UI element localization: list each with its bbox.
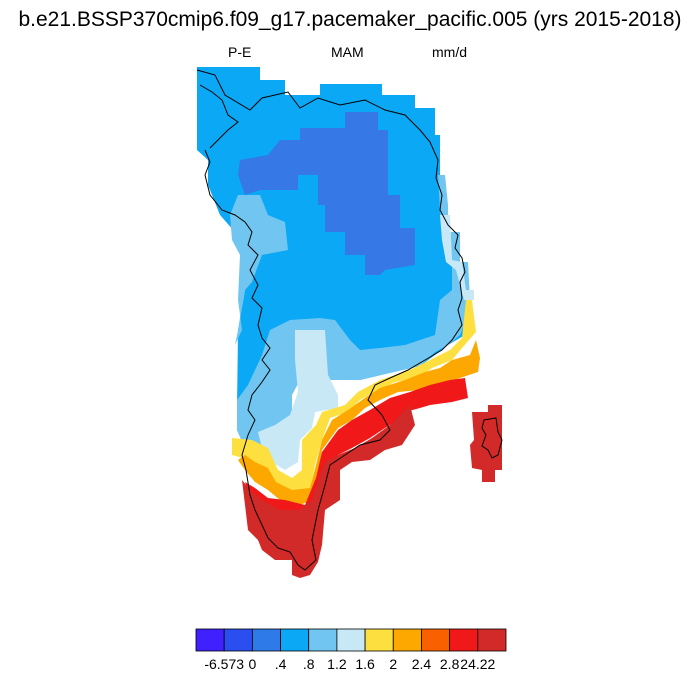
field-dark-red (242, 405, 415, 578)
coastline-west-inner (199, 84, 239, 149)
colorbar-tick-label: 0 (248, 656, 257, 672)
colorbar-box (421, 628, 451, 652)
colorbar-box (477, 628, 507, 652)
colorbar (195, 628, 507, 652)
colorbar-tick-label: 2.4 (411, 656, 432, 672)
season-label: MAM (331, 44, 364, 60)
field-dark-red-island (470, 405, 502, 482)
coastline (196, 69, 503, 571)
units-label: mm/d (432, 44, 467, 60)
colorbar-tick-label: 1.6 (355, 656, 375, 672)
colorbar-tick-label: 24.22 (460, 656, 496, 672)
colorbar-box (280, 628, 310, 652)
field-pale-blue-strip (440, 215, 474, 300)
field-light-blue-west (230, 195, 288, 345)
colorbar-tick-label: .4 (274, 656, 287, 672)
field-pale-blue (258, 330, 338, 470)
colorbar-box (392, 628, 422, 652)
colorbar-box (449, 628, 479, 652)
coastline-island (481, 417, 503, 459)
colorbar-box (364, 628, 394, 652)
plot-title: b.e21.BSSP370cmip6.f09_g17.pacemaker_pac… (18, 8, 682, 31)
colorbar-box (336, 628, 366, 652)
colorbar-tick-label: 2.8 (439, 656, 460, 672)
colorbar-tick-label: 1.2 (327, 656, 347, 672)
coastline-main (196, 69, 466, 571)
colorbar-tick-label: .8 (302, 656, 315, 672)
variable-label: P-E (228, 44, 252, 60)
field-dark-blue (238, 112, 415, 275)
precip-field (197, 67, 502, 578)
colorbar-box (223, 628, 253, 652)
field-orange (238, 340, 480, 505)
colorbar-box (308, 628, 338, 652)
colorbar-tick-label: 2 (389, 656, 398, 672)
field-light-blue (237, 175, 470, 448)
colorbar-tick-label: -6.573 (204, 656, 245, 672)
colorbar-box (195, 628, 225, 652)
colorbar-box (251, 628, 281, 652)
